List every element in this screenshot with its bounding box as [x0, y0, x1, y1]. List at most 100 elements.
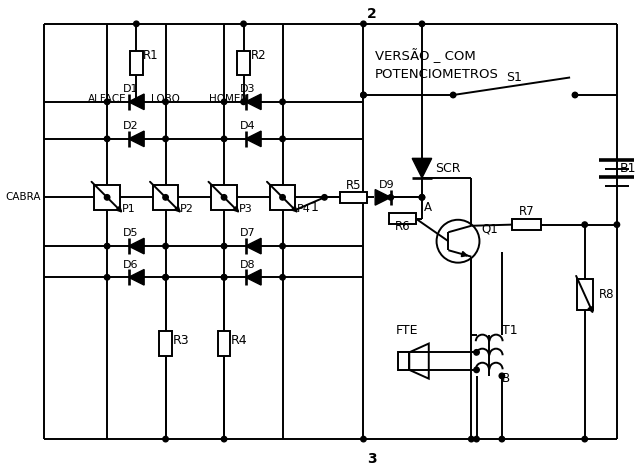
Text: D9: D9	[379, 180, 395, 189]
Bar	[270, 185, 295, 210]
Text: P2: P2	[180, 204, 194, 214]
Circle shape	[582, 222, 588, 227]
Circle shape	[499, 373, 504, 379]
Text: R8: R8	[598, 288, 614, 301]
Circle shape	[582, 436, 588, 442]
Circle shape	[163, 195, 168, 200]
Polygon shape	[246, 269, 261, 285]
Text: 1: 1	[311, 201, 319, 214]
Circle shape	[163, 99, 168, 104]
Text: D6: D6	[123, 259, 138, 269]
Text: R5: R5	[346, 179, 362, 192]
Bar	[397, 352, 409, 370]
Circle shape	[451, 92, 456, 98]
Circle shape	[468, 436, 474, 442]
Text: R7: R7	[518, 205, 534, 218]
Text: P3: P3	[239, 204, 252, 214]
Text: B1: B1	[620, 162, 636, 175]
Text: B: B	[502, 372, 510, 385]
Text: A: A	[424, 201, 432, 214]
Circle shape	[361, 21, 366, 27]
Circle shape	[241, 99, 246, 104]
Text: D1: D1	[123, 84, 138, 94]
Text: R2: R2	[250, 49, 266, 62]
Bar	[159, 331, 172, 356]
Bar	[340, 192, 367, 203]
Polygon shape	[129, 269, 144, 285]
Circle shape	[280, 195, 285, 200]
Text: D3: D3	[239, 84, 255, 94]
Text: CABRA: CABRA	[5, 192, 41, 203]
Bar	[511, 219, 541, 230]
Circle shape	[361, 92, 366, 98]
Polygon shape	[246, 94, 261, 110]
Circle shape	[280, 243, 285, 249]
Circle shape	[280, 99, 285, 104]
Text: R4: R4	[231, 334, 248, 346]
Text: S1: S1	[506, 71, 522, 84]
Circle shape	[104, 274, 110, 280]
Circle shape	[163, 274, 168, 280]
Text: D2: D2	[123, 121, 138, 131]
Circle shape	[134, 21, 139, 27]
Text: D4: D4	[239, 121, 255, 131]
Bar	[577, 279, 593, 310]
Text: R3: R3	[172, 334, 189, 346]
Circle shape	[388, 195, 394, 200]
Text: Q1: Q1	[481, 223, 498, 235]
Circle shape	[163, 243, 168, 249]
Circle shape	[163, 274, 168, 280]
Circle shape	[419, 195, 425, 200]
Circle shape	[104, 136, 110, 141]
Circle shape	[474, 350, 479, 355]
Polygon shape	[246, 238, 261, 254]
Circle shape	[280, 274, 285, 280]
Circle shape	[221, 195, 227, 200]
Circle shape	[499, 436, 504, 442]
Polygon shape	[129, 238, 144, 254]
Bar	[389, 213, 416, 224]
Text: HOMEM: HOMEM	[209, 94, 249, 104]
Circle shape	[104, 195, 110, 200]
Circle shape	[221, 99, 227, 104]
Circle shape	[474, 436, 479, 442]
Text: P4: P4	[297, 204, 311, 214]
Text: D5: D5	[123, 228, 138, 238]
Bar	[153, 185, 179, 210]
Text: T1: T1	[502, 324, 518, 337]
Circle shape	[163, 436, 168, 442]
Circle shape	[614, 222, 620, 227]
Circle shape	[361, 92, 366, 98]
Circle shape	[104, 99, 110, 104]
Text: VERSÃO _ COM
POTENCIOMETROS: VERSÃO _ COM POTENCIOMETROS	[375, 48, 499, 81]
Text: FTE: FTE	[396, 324, 418, 337]
Circle shape	[280, 136, 285, 141]
Circle shape	[572, 92, 578, 98]
Polygon shape	[129, 131, 144, 147]
Polygon shape	[246, 131, 261, 147]
Text: LOBO: LOBO	[151, 94, 180, 104]
Circle shape	[419, 195, 425, 200]
Circle shape	[163, 136, 168, 141]
Circle shape	[221, 274, 227, 280]
Circle shape	[241, 21, 246, 27]
Bar	[218, 331, 230, 356]
Circle shape	[221, 136, 227, 141]
Bar	[237, 51, 250, 75]
Text: SCR: SCR	[436, 162, 461, 175]
Polygon shape	[129, 94, 144, 110]
Polygon shape	[412, 158, 432, 178]
Bar	[130, 51, 143, 75]
Circle shape	[221, 436, 227, 442]
Text: D7: D7	[239, 228, 255, 238]
Bar	[211, 185, 237, 210]
Circle shape	[419, 21, 425, 27]
Polygon shape	[375, 189, 391, 205]
Text: P1: P1	[122, 204, 136, 214]
Circle shape	[104, 243, 110, 249]
Text: ALFACE: ALFACE	[88, 94, 127, 104]
Circle shape	[361, 436, 366, 442]
Bar	[95, 185, 120, 210]
Circle shape	[221, 274, 227, 280]
Text: 3: 3	[367, 452, 377, 466]
